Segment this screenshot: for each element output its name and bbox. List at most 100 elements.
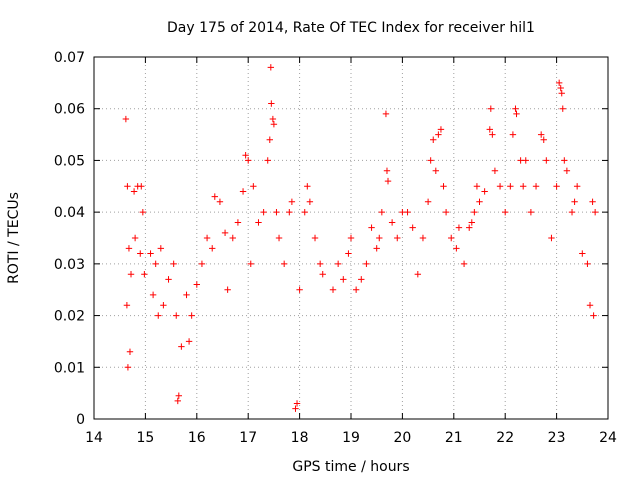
data-point xyxy=(512,105,519,112)
data-point xyxy=(537,131,545,138)
data-point xyxy=(255,219,262,226)
data-point xyxy=(198,260,206,268)
data-point xyxy=(496,183,504,190)
data-point xyxy=(435,131,442,138)
data-point xyxy=(296,286,303,293)
x-tick-label: 24 xyxy=(599,430,617,446)
data-point xyxy=(491,167,499,174)
data-point xyxy=(532,183,540,190)
data-point xyxy=(589,198,596,205)
data-point xyxy=(476,198,483,205)
chart-title: Day 175 of 2014, Rate Of TEC Index for r… xyxy=(167,20,535,36)
data-point xyxy=(147,250,154,257)
data-point xyxy=(170,260,177,268)
data-point xyxy=(430,136,437,143)
data-point xyxy=(455,224,463,231)
y-tick-label: 0 xyxy=(76,412,85,428)
data-point xyxy=(141,271,148,278)
data-point xyxy=(165,276,172,283)
data-point xyxy=(561,157,568,164)
data-point xyxy=(502,208,509,216)
data-point xyxy=(352,286,360,293)
data-point xyxy=(571,198,578,205)
data-point xyxy=(152,260,159,268)
data-point xyxy=(292,405,299,412)
data-point xyxy=(288,198,296,205)
data-point xyxy=(432,167,440,174)
data-point xyxy=(242,152,249,159)
data-point xyxy=(216,198,224,205)
data-point xyxy=(234,219,242,226)
data-point xyxy=(468,219,475,226)
data-point xyxy=(590,312,597,319)
data-point xyxy=(409,224,416,231)
data-point xyxy=(579,250,586,257)
data-point xyxy=(311,234,319,242)
data-point xyxy=(273,208,280,216)
data-point xyxy=(306,198,314,205)
data-point xyxy=(427,157,434,164)
y-tick-label: 0.01 xyxy=(54,360,85,376)
x-tick-label: 18 xyxy=(291,430,309,446)
data-point xyxy=(553,183,560,190)
y-tick-label: 0.02 xyxy=(54,309,85,325)
data-point xyxy=(404,208,411,216)
data-point xyxy=(319,271,326,278)
data-point xyxy=(188,312,195,319)
data-point xyxy=(267,64,275,71)
data-point xyxy=(548,234,555,242)
data-point xyxy=(584,260,591,268)
data-point xyxy=(373,245,380,252)
y-tick-label: 0.03 xyxy=(54,257,85,273)
data-point xyxy=(345,250,352,257)
y-tick-label: 0.04 xyxy=(54,205,85,221)
data-point xyxy=(157,245,165,252)
data-point xyxy=(347,234,355,242)
data-point xyxy=(137,250,144,257)
data-point xyxy=(591,208,599,216)
data-point xyxy=(221,229,229,237)
x-tick-label: 21 xyxy=(445,430,463,446)
data-point xyxy=(293,400,301,407)
data-point xyxy=(175,392,183,399)
data-point xyxy=(301,208,308,216)
x-tick-label: 22 xyxy=(496,430,514,446)
data-point xyxy=(124,183,131,190)
data-point xyxy=(507,183,514,190)
data-point xyxy=(245,157,252,164)
data-point xyxy=(269,115,277,123)
data-point xyxy=(368,224,375,231)
data-point xyxy=(419,234,427,242)
data-point xyxy=(280,260,288,268)
data-point xyxy=(448,234,455,242)
data-point xyxy=(264,157,271,164)
data-point xyxy=(174,397,181,405)
data-point xyxy=(286,208,293,216)
data-point xyxy=(363,260,370,268)
data-point xyxy=(481,188,488,195)
data-point xyxy=(149,291,157,299)
data-point xyxy=(437,126,445,133)
y-tick-label: 0.06 xyxy=(54,102,85,118)
data-point xyxy=(275,234,283,242)
data-point xyxy=(173,312,180,319)
data-point xyxy=(334,260,342,268)
x-axis-label: GPS time / hours xyxy=(292,459,409,475)
x-tick-label: 23 xyxy=(548,430,566,446)
data-point xyxy=(573,183,581,190)
data-point xyxy=(239,188,247,195)
data-point xyxy=(178,343,185,350)
y-tick-labels: 0 0.01 0.02 0.03 0.04 0.05 0.06 0.07 xyxy=(54,50,85,428)
data-point xyxy=(247,260,254,268)
data-point xyxy=(124,364,132,371)
data-point xyxy=(125,245,133,252)
data-point xyxy=(209,245,216,252)
data-point xyxy=(203,234,211,242)
data-point xyxy=(122,115,130,123)
data-point xyxy=(384,177,392,185)
data-point xyxy=(586,302,594,309)
data-point xyxy=(383,167,391,174)
data-point xyxy=(543,157,550,164)
data-point xyxy=(559,105,566,112)
data-point xyxy=(378,208,386,216)
